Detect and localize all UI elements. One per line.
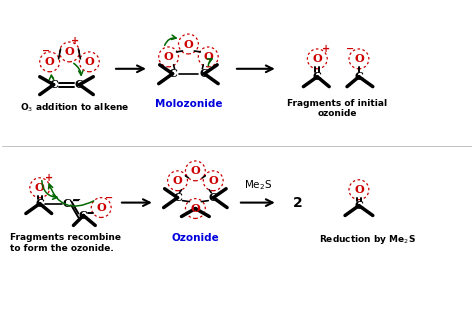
Text: O$_3$ addition to alkene: O$_3$ addition to alkene	[20, 101, 129, 114]
Text: +: +	[45, 173, 53, 183]
Text: C: C	[35, 198, 44, 209]
Text: +: +	[322, 44, 330, 54]
Text: Reduction by Me$_2$S: Reduction by Me$_2$S	[319, 233, 416, 246]
Text: O: O	[191, 165, 200, 176]
Text: O: O	[191, 203, 200, 214]
Text: 2: 2	[292, 196, 302, 210]
Text: C: C	[79, 210, 88, 221]
Text: O: O	[354, 53, 364, 64]
Text: −: −	[72, 195, 81, 205]
Text: C: C	[168, 68, 177, 79]
Text: O: O	[209, 175, 218, 186]
Text: O: O	[354, 184, 364, 195]
Text: O: O	[203, 52, 213, 62]
Text: C: C	[355, 200, 364, 211]
Text: C: C	[313, 71, 322, 82]
Text: C: C	[355, 71, 364, 82]
Text: O: O	[164, 52, 173, 62]
Text: C: C	[173, 192, 182, 203]
Text: Fragments of initial
ozonide: Fragments of initial ozonide	[287, 99, 387, 118]
Text: O: O	[35, 182, 45, 193]
Text: Molozonide: Molozonide	[155, 99, 222, 108]
Text: C: C	[209, 192, 218, 203]
Text: C: C	[49, 79, 58, 90]
Text: +: +	[72, 36, 80, 46]
Text: Fragments recombine
to form the ozonide.: Fragments recombine to form the ozonide.	[10, 233, 121, 253]
Text: −: −	[346, 44, 354, 54]
Text: −: −	[73, 196, 81, 206]
Text: O: O	[64, 46, 74, 58]
Text: Ozonide: Ozonide	[172, 233, 219, 243]
Text: −: −	[42, 46, 50, 56]
Text: C: C	[75, 79, 84, 90]
Text: Me$_2$S: Me$_2$S	[244, 178, 272, 192]
Text: −: −	[105, 193, 113, 203]
Text: O: O	[173, 175, 182, 186]
Text: O: O	[183, 39, 193, 50]
Text: O: O	[84, 56, 94, 67]
Text: C: C	[200, 68, 209, 79]
Text: O: O	[312, 53, 322, 64]
Text: O: O	[45, 56, 55, 67]
Text: O: O	[96, 202, 106, 213]
Text: C: C	[62, 198, 71, 209]
